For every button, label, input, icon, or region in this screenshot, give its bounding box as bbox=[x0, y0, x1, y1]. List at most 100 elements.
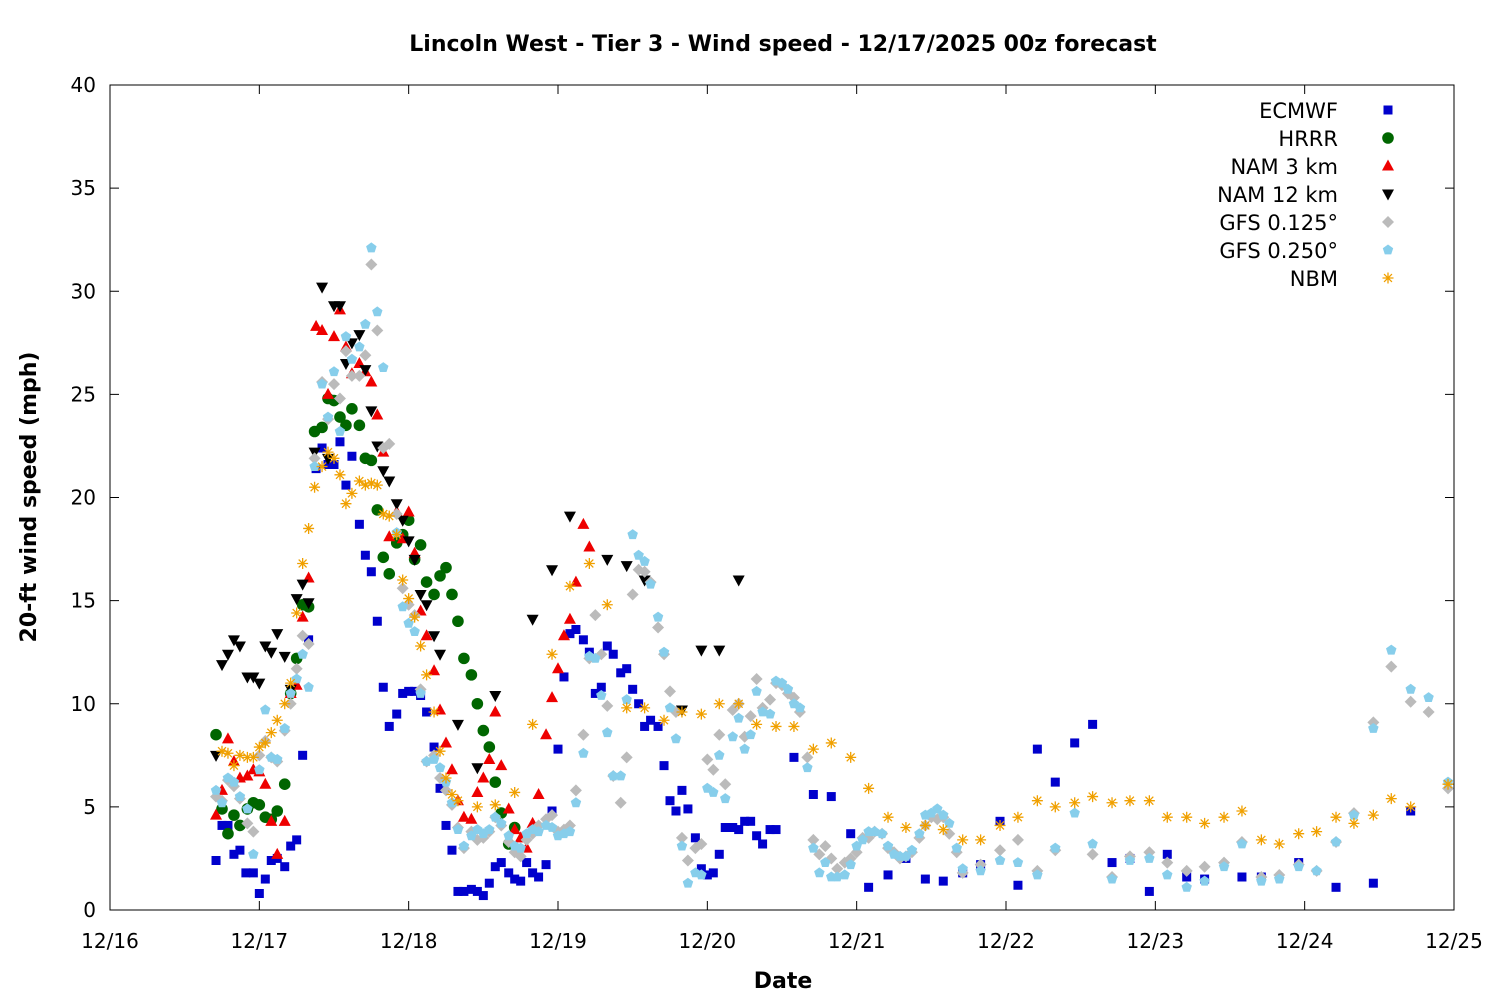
data-point-ecmwf bbox=[510, 874, 520, 884]
data-point-nam-3-km bbox=[383, 530, 396, 542]
data-point-gfs-0-125 bbox=[764, 693, 777, 706]
data-point-gfs-0-125 bbox=[546, 809, 559, 822]
data-point-gfs-0-250 bbox=[496, 817, 507, 828]
data-point-nbm bbox=[695, 708, 707, 720]
data-point-nbm bbox=[446, 789, 458, 800]
data-point-hrrr bbox=[483, 741, 496, 753]
data-point-nbm bbox=[1199, 817, 1211, 829]
data-point-hrrr bbox=[434, 570, 446, 582]
data-point-nam-12-km bbox=[601, 554, 614, 566]
plot-frame bbox=[109, 84, 1455, 911]
data-point-gfs-0-250 bbox=[751, 685, 762, 696]
data-point-nbm bbox=[391, 529, 403, 541]
data-point-nam-12-km bbox=[296, 579, 309, 591]
data-point-nbm bbox=[334, 469, 346, 481]
data-point-gfs-0-125 bbox=[807, 833, 820, 846]
data-point-nbm bbox=[359, 479, 371, 491]
data-point-gfs-0-250 bbox=[328, 366, 340, 377]
data-point-nam-12-km bbox=[713, 645, 726, 657]
data-point-gfs-0-250 bbox=[745, 729, 756, 740]
data-point-gfs-0-250 bbox=[452, 824, 464, 834]
data-point-nbm bbox=[994, 819, 1006, 831]
data-point-nam-3-km bbox=[402, 505, 415, 517]
data-point-gfs-0-250 bbox=[794, 702, 806, 713]
data-point-nbm bbox=[353, 475, 365, 487]
data-point-ecmwf bbox=[211, 856, 221, 865]
data-point-hrrr bbox=[365, 454, 378, 467]
data-point-ecmwf bbox=[447, 845, 457, 855]
data-point-nam-12-km bbox=[359, 365, 372, 377]
x-tick-label: 12/20 bbox=[679, 929, 737, 953]
data-point-nam-12-km bbox=[333, 301, 346, 313]
data-point-gfs-0-125 bbox=[994, 844, 1007, 857]
data-point-nbm bbox=[285, 677, 297, 689]
data-point-gfs-0-250 bbox=[652, 611, 664, 622]
data-point-nbm bbox=[788, 720, 800, 732]
data-point-gfs-0-125 bbox=[601, 699, 614, 712]
data-point-nbm bbox=[825, 737, 837, 749]
data-point-gfs-0-125 bbox=[302, 637, 315, 650]
data-point-gfs-0-250 bbox=[578, 747, 589, 758]
data-point-gfs-0-125 bbox=[290, 662, 303, 675]
data-point-ecmwf bbox=[534, 872, 544, 882]
data-point-hrrr bbox=[316, 421, 328, 434]
data-point-nbm bbox=[434, 745, 446, 757]
data-point-ecmwf bbox=[559, 672, 569, 682]
data-point-nbm bbox=[265, 727, 277, 739]
data-point-ecmwf bbox=[696, 864, 706, 874]
data-point-ecmwf bbox=[541, 860, 551, 870]
data-point-gfs-0-250 bbox=[839, 869, 850, 880]
data-point-ecmwf bbox=[335, 437, 345, 447]
data-point-hrrr bbox=[346, 403, 358, 415]
data-point-gfs-0-250 bbox=[1144, 852, 1155, 863]
data-point-ecmwf bbox=[1162, 849, 1172, 859]
data-point-nbm bbox=[241, 751, 253, 763]
data-point-gfs-0-125 bbox=[308, 452, 321, 465]
data-point-gfs-0-125 bbox=[371, 324, 384, 337]
data-point-hrrr bbox=[334, 411, 346, 423]
data-point-ecmwf bbox=[341, 480, 351, 490]
data-point-ecmwf bbox=[329, 460, 339, 469]
data-point-ecmwf bbox=[659, 761, 669, 771]
x-tick-label: 12/21 bbox=[828, 929, 886, 953]
data-point-nbm bbox=[309, 481, 321, 493]
data-point-gfs-0-250 bbox=[503, 830, 514, 841]
data-point-nbm bbox=[322, 446, 334, 458]
data-point-ecmwf bbox=[883, 870, 893, 880]
data-point-gfs-0-250 bbox=[1069, 807, 1080, 818]
data-point-gfs-0-125 bbox=[1086, 848, 1099, 861]
data-point-nbm bbox=[845, 751, 857, 763]
data-point-hrrr bbox=[383, 568, 396, 580]
data-point-ecmwf bbox=[752, 831, 762, 841]
data-point-gfs-0-250 bbox=[1368, 723, 1379, 733]
data-point-gfs-0-250 bbox=[733, 712, 744, 723]
data-point-ecmwf bbox=[826, 792, 836, 802]
y-tick-label: 40 bbox=[71, 73, 96, 97]
data-point-nam-12-km bbox=[259, 641, 272, 653]
data-point-gfs-0-250 bbox=[322, 411, 334, 422]
data-point-nbm bbox=[564, 580, 576, 592]
series-nam-3-km bbox=[210, 303, 596, 859]
data-point-gfs-0-250 bbox=[639, 555, 650, 566]
data-point-ecmwf bbox=[708, 868, 718, 878]
data-point-gfs-0-250 bbox=[515, 842, 526, 853]
data-point-ecmwf bbox=[571, 625, 581, 634]
data-point-nbm bbox=[216, 745, 228, 757]
data-point-ecmwf bbox=[1182, 872, 1192, 882]
x-axis-label: Date bbox=[754, 969, 813, 994]
data-point-nam-3-km bbox=[563, 612, 576, 624]
data-point-hrrr bbox=[210, 728, 222, 741]
data-point-ecmwf bbox=[646, 715, 656, 725]
data-point-ecmwf bbox=[1144, 886, 1154, 896]
data-point-nam-3-km bbox=[241, 769, 254, 781]
data-point-gfs-0-250 bbox=[670, 733, 682, 744]
data-point-gfs-0-250 bbox=[975, 865, 986, 876]
x-axis: 12/16 12/17 12/18 12/19 12/20 12/21 12/22 12/23… bbox=[81, 85, 1483, 953]
data-point-nam-12-km bbox=[227, 635, 240, 647]
data-point-hrrr bbox=[253, 799, 266, 811]
data-point-gfs-0-125 bbox=[638, 565, 651, 578]
data-point-nbm bbox=[882, 811, 894, 823]
legend-marker-gfs-0-125 bbox=[1382, 216, 1394, 228]
data-point-gfs-0-250 bbox=[260, 704, 271, 715]
data-point-nbm bbox=[770, 720, 782, 732]
